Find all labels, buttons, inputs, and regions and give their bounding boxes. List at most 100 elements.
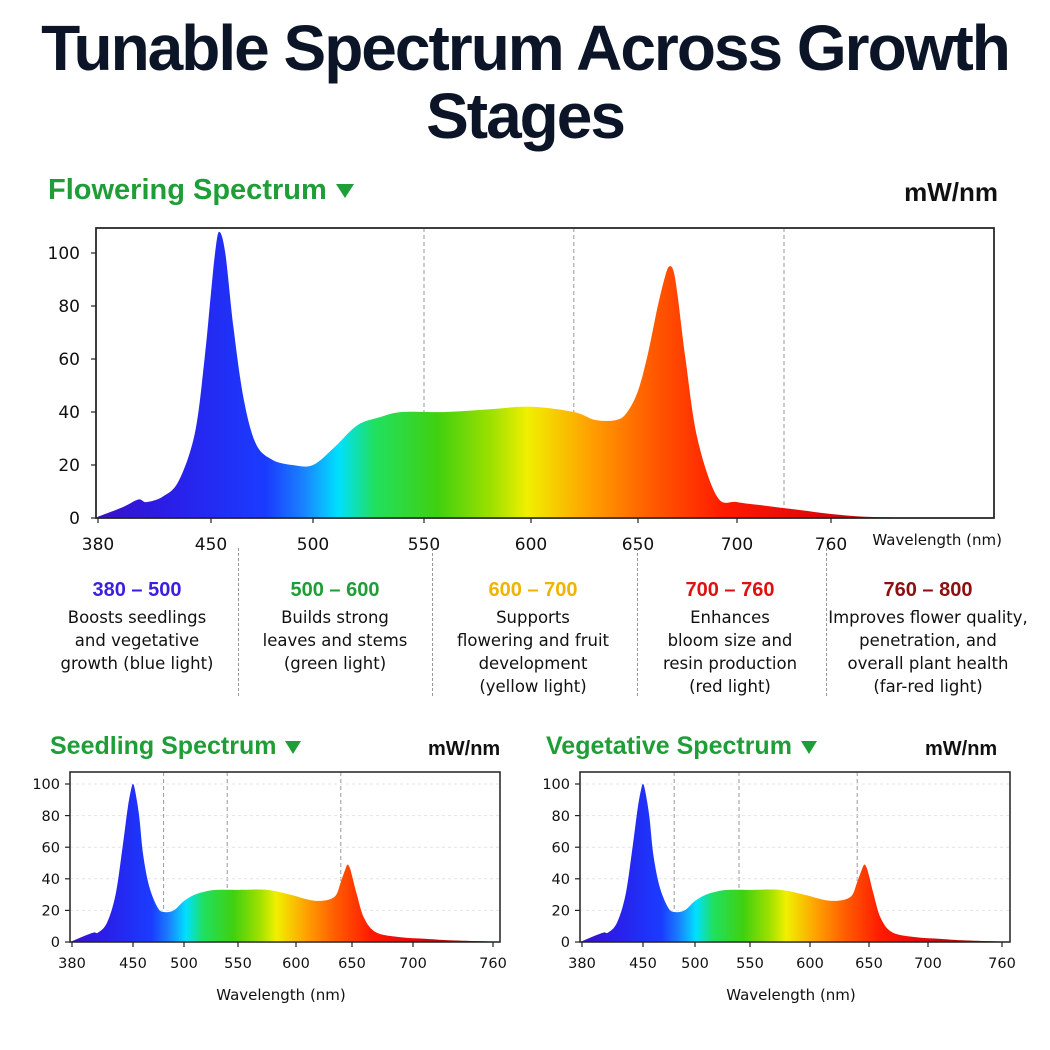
band-description-line: resin production xyxy=(662,654,798,673)
y-tick-label: 100 xyxy=(32,777,60,793)
vegetative-heading[interactable]: Vegetative Spectrum xyxy=(546,732,817,761)
x-tick-label: 450 xyxy=(195,535,227,555)
plot-border xyxy=(69,771,501,943)
y-tick-label: 0 xyxy=(69,509,80,529)
y-tick-label: 40 xyxy=(58,403,80,423)
y-tick-label: 20 xyxy=(42,904,60,920)
band-description-line: growth (blue light) xyxy=(60,654,214,673)
vegetative-heading-label: Vegetative Spectrum xyxy=(546,732,792,760)
y-tick-label: 40 xyxy=(552,872,570,888)
band-description-line: development xyxy=(478,654,588,673)
x-tick-label: 380 xyxy=(82,535,114,555)
band-1: 380 – 500 Boosts seedlings and vegetative g… xyxy=(37,578,237,675)
x-tick-label: 380 xyxy=(568,956,596,972)
band-5: 760 – 800 Improves flower quality, penetra… xyxy=(816,578,1041,698)
band-description-line: flowering and fruit xyxy=(456,631,610,650)
y-tick-label: 40 xyxy=(42,872,60,888)
band-description-line: leaves and stems xyxy=(262,631,408,650)
flowering-unit: mW/nm xyxy=(904,177,998,207)
spectrum-area xyxy=(72,783,493,942)
x-tick-label: 650 xyxy=(855,956,883,972)
x-tick-label: 760 xyxy=(815,535,847,555)
x-tick-label: 450 xyxy=(629,956,657,972)
page-title: Tunable Spectrum Across Growth Stages xyxy=(41,12,1011,152)
x-tick-label: 550 xyxy=(224,956,252,972)
band-2: 500 – 600 Builds strong leaves and stems (g… xyxy=(240,578,430,675)
x-tick-label: 600 xyxy=(515,535,547,555)
seedling-heading[interactable]: Seedling Spectrum xyxy=(50,732,302,761)
band-separator xyxy=(826,548,827,696)
y-tick-label: 80 xyxy=(552,809,570,825)
dropdown-triangle-icon xyxy=(800,740,817,754)
band-description: Boosts seedlings and vegetative growth (bl… xyxy=(37,606,237,675)
seedling-unit: mW/nm xyxy=(428,738,501,760)
plot-border xyxy=(95,227,995,519)
x-tick-label: 650 xyxy=(622,535,654,555)
band-separator xyxy=(432,548,433,696)
band-description-line: (yellow light) xyxy=(479,677,587,696)
x-tick-label: 500 xyxy=(681,956,709,972)
x-tick-label: 700 xyxy=(399,956,427,972)
band-4: 700 – 760 Enhances bloom size and resin pro… xyxy=(640,578,820,698)
x-tick-label: 380 xyxy=(58,956,86,972)
y-tick-label: 60 xyxy=(42,840,60,856)
band-description-line: Improves flower quality, xyxy=(828,608,1028,627)
x-tick-label: 500 xyxy=(297,535,329,555)
band-description-line: (red light) xyxy=(689,677,771,696)
x-tick-label: 700 xyxy=(721,535,753,555)
y-tick-label: 20 xyxy=(58,456,80,476)
band-description: Supports flowering and fruit development (y… xyxy=(438,606,628,698)
band-description-line: and vegetative xyxy=(74,631,200,650)
y-tick-label: 20 xyxy=(552,904,570,920)
x-tick-label: 550 xyxy=(736,956,764,972)
band-separator xyxy=(637,548,638,696)
x-tick-label: 760 xyxy=(479,956,507,972)
band-description-line: Supports xyxy=(496,608,570,627)
band-range: 700 – 760 xyxy=(685,579,775,601)
band-description: Improves flower quality, penetration, and… xyxy=(816,606,1041,698)
dropdown-triangle-icon xyxy=(335,184,354,199)
band-description-line: Enhances xyxy=(690,608,770,627)
band-range: 380 – 500 xyxy=(92,579,182,601)
y-tick-label: 0 xyxy=(561,935,570,951)
x-tick-label: 600 xyxy=(282,956,310,972)
flowering-heading-label: Flowering Spectrum xyxy=(48,174,327,206)
band-description-line: penetration, and xyxy=(859,631,997,650)
dropdown-triangle-icon xyxy=(285,740,302,754)
flowering-heading[interactable]: Flowering Spectrum xyxy=(48,174,354,207)
x-tick-label: 650 xyxy=(338,956,366,972)
band-range: 500 – 600 xyxy=(290,579,380,601)
x-axis-label: Wavelength (nm) xyxy=(216,986,346,1004)
band-description: Builds strong leaves and stems (green ligh… xyxy=(240,606,430,675)
x-axis-label: Wavelength (nm) xyxy=(726,986,856,1004)
y-tick-label: 0 xyxy=(51,935,60,951)
band-range: 760 – 800 xyxy=(883,579,973,601)
seedling-heading-label: Seedling Spectrum xyxy=(50,732,277,760)
y-tick-label: 100 xyxy=(48,244,80,264)
y-tick-label: 100 xyxy=(542,777,570,793)
band-description-line: (far-red light) xyxy=(873,677,983,696)
plot-border xyxy=(579,771,1011,943)
spectrum-area xyxy=(582,783,1002,942)
x-tick-label: 760 xyxy=(988,956,1016,972)
band-description: Enhances bloom size and resin production (r… xyxy=(640,606,820,698)
x-tick-label: 600 xyxy=(796,956,824,972)
band-description-line: Boosts seedlings xyxy=(67,608,207,627)
band-description-line: overall plant health xyxy=(847,654,1009,673)
band-description-line: Builds strong xyxy=(281,608,389,627)
x-axis-label: Wavelength (nm) xyxy=(872,531,1002,549)
band-description-line: (green light) xyxy=(283,654,387,673)
x-tick-label: 450 xyxy=(119,956,147,972)
y-tick-label: 60 xyxy=(552,840,570,856)
x-tick-label: 700 xyxy=(914,956,942,972)
y-tick-label: 80 xyxy=(58,297,80,317)
band-description-line: bloom size and xyxy=(667,631,793,650)
band-range: 600 – 700 xyxy=(488,579,578,601)
spectrum-area xyxy=(98,231,894,519)
y-tick-label: 80 xyxy=(42,809,60,825)
band-3: 600 – 700 Supports flowering and fruit deve… xyxy=(438,578,628,698)
band-separator xyxy=(238,548,239,696)
